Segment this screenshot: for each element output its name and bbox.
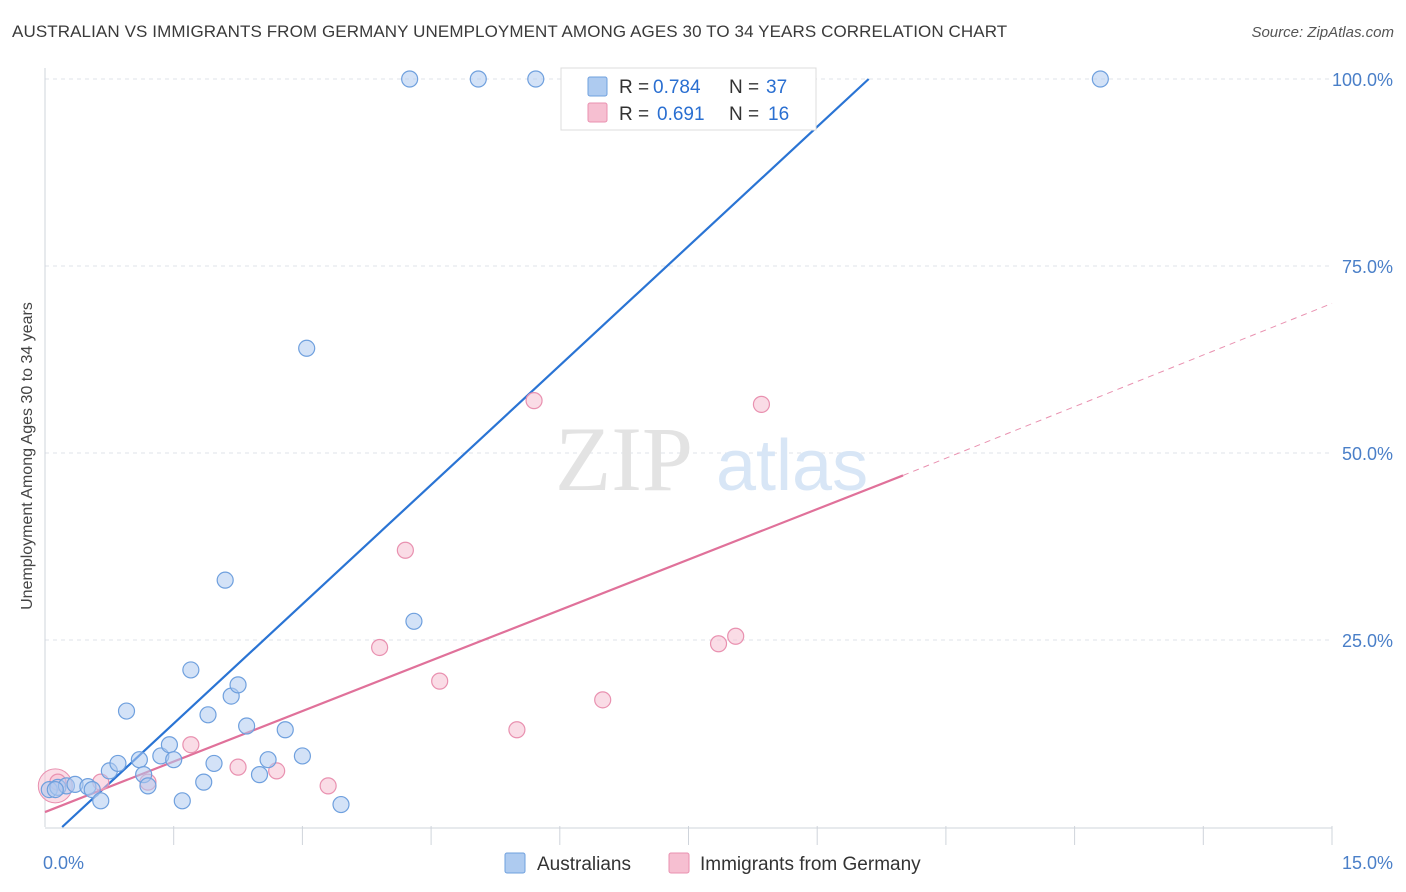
legend-n-label: N = [729,104,759,125]
point-australians [250,766,269,784]
point-germany [594,691,612,709]
point-australians [195,773,213,791]
tick-labels: 100.0% 75.0% 50.0% 25.0% 0.0% 15.0% [43,70,1393,873]
y-tick-label: 25.0% [1342,631,1393,651]
y-tick-label: 100.0% [1332,70,1393,90]
point-australians [205,754,223,773]
legend-r-value: 0.691 [657,104,705,125]
point-australians [109,754,127,773]
point-australians [401,70,419,88]
point-australians [160,736,179,754]
x-tick-label: 15.0% [1342,853,1393,873]
data-points [37,70,1109,814]
source-credit: Source: ZipAtlas.com [1251,24,1394,41]
series-legend-swatch-germany [668,852,690,874]
trend-line-germany-extension [902,302,1333,476]
stats-legend: R = 0.784 N = 37 R = 0.691 N = 16 [560,67,817,131]
point-australians [165,751,183,769]
point-germany [508,721,526,739]
legend-n-value: 16 [768,104,789,125]
legend-swatch-australians [587,76,608,97]
point-australians [259,751,277,769]
point-germany [319,777,337,795]
point-australians [293,747,311,765]
x-tick-label: 0.0% [43,853,84,873]
point-germany [727,627,745,645]
point-germany [752,395,771,413]
point-australians [229,676,247,694]
legend-n-value: 37 [766,77,787,98]
series-legend-swatch-australians [504,852,526,874]
point-australians [238,717,256,735]
legend-r-label: R = [619,104,649,125]
gridlines [45,78,1332,641]
point-australians [527,70,545,88]
series-legend-label-australians: Australians [537,854,631,875]
point-germany [525,392,543,410]
chart-title: AUSTRALIAN VS IMMIGRANTS FROM GERMANY UN… [12,22,1008,41]
point-australians [405,612,423,630]
point-germany [229,758,247,776]
point-germany [431,672,449,690]
point-australians [469,70,487,88]
point-australians [130,751,148,769]
legend-r-value: 0.784 [653,77,701,98]
legend-swatch-germany [587,102,608,123]
watermark-atlas: atlas [716,426,868,506]
point-germany [709,635,728,653]
point-australians [298,339,316,357]
trend-line-australians [61,78,870,828]
point-germany [371,638,389,657]
point-australians [199,706,217,724]
legend-n-label: N = [729,77,759,98]
watermark: ZIP atlas [555,408,868,510]
trend-lines [44,78,1333,828]
trend-line-germany [44,474,904,814]
point-australians [216,571,234,589]
point-germany [396,541,414,559]
point-australians [1091,70,1109,88]
point-germany [182,736,200,754]
point-australians [117,702,136,720]
legend-r-label: R = [619,77,649,98]
point-australians [332,795,350,814]
point-australians [276,721,294,739]
series-legend: Australians Immigrants from Germany [504,852,921,875]
point-australians [92,792,110,810]
point-australians [46,780,64,799]
series-legend-label-germany: Immigrants from Germany [700,854,921,875]
watermark-zip: ZIP [555,408,693,510]
point-australians [173,792,191,810]
point-australians [139,777,157,795]
y-tick-label: 50.0% [1342,444,1393,464]
y-tick-label: 75.0% [1342,257,1393,277]
point-australians [182,661,200,679]
axes [44,68,1333,845]
